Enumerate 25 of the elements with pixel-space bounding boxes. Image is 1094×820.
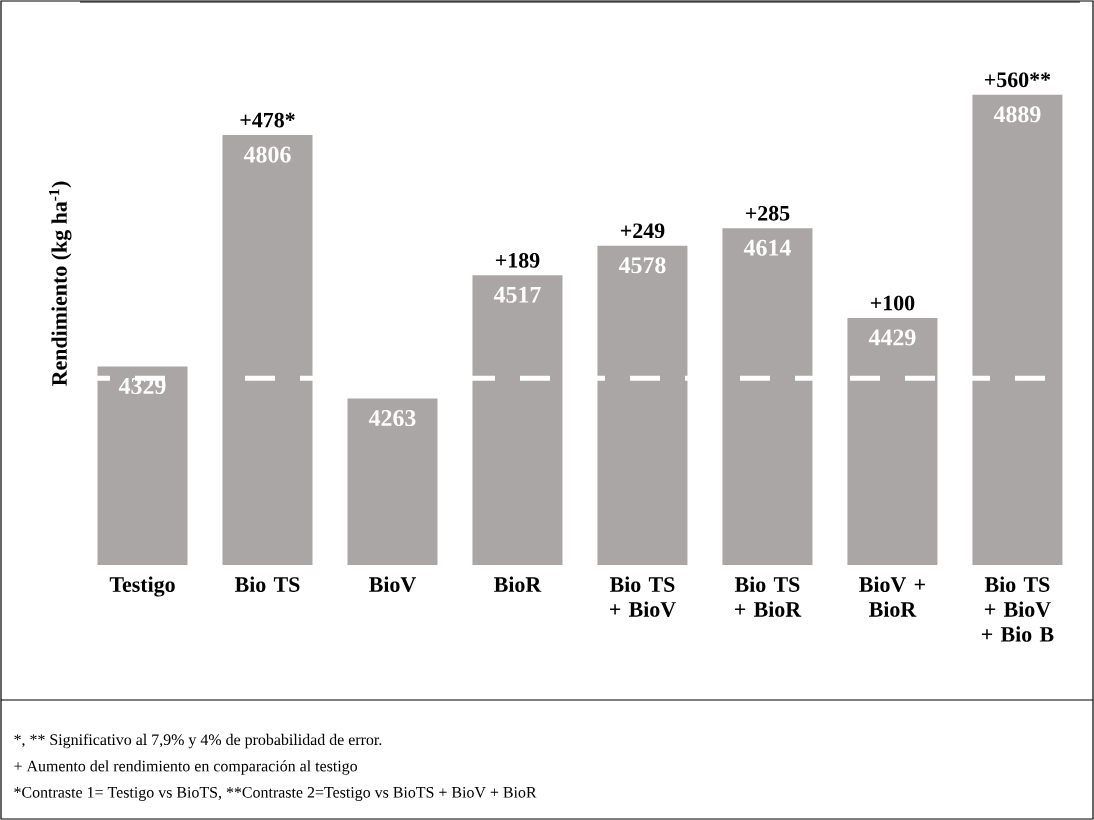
text: *, ** Significativo al 7,9% y 4% de probabilidad de error.: [14, 733, 382, 749]
text: + Aumento del rendimiento en comparación al testigo: [14, 760, 358, 775]
x-tick-label: BioV: [369, 576, 416, 593]
y-axis-title: Rendimiento (kg ha$^{-1}$): [49, 181, 72, 386]
data-label: 4429: [868, 329, 916, 346]
annotation: +100: [870, 295, 915, 311]
data-label: 4517: [493, 286, 541, 303]
annotation: +189: [495, 252, 540, 268]
data-label: 4889: [993, 106, 1041, 123]
data-label: 4614: [743, 239, 791, 256]
x-tick-label: Bio TS + BioR: [734, 576, 802, 617]
x-tick-label: Bio TS + BioV: [609, 576, 676, 617]
annotation: +478*: [240, 112, 295, 128]
x-tick-label: BioV + BioR: [859, 576, 925, 617]
x-tick-label: BioR: [494, 576, 542, 592]
data-label: 4578: [618, 257, 666, 274]
text: *Contraste 1= Testigo vs BioTS, **Contraste 2=Testigo vs BioTS + BioV + BioR: [14, 787, 537, 801]
data-label: 4263: [368, 410, 416, 427]
data-label: 4806: [243, 146, 291, 163]
annotation: +249: [620, 223, 665, 239]
x-tick-label: Bio TS: [234, 576, 300, 592]
annotation: +560**: [984, 72, 1051, 88]
x-tick-label: Testigo: [109, 576, 175, 597]
annotation: +285: [745, 205, 790, 221]
x-tick-label: Bio TS + BioV + Bio B: [981, 576, 1054, 642]
